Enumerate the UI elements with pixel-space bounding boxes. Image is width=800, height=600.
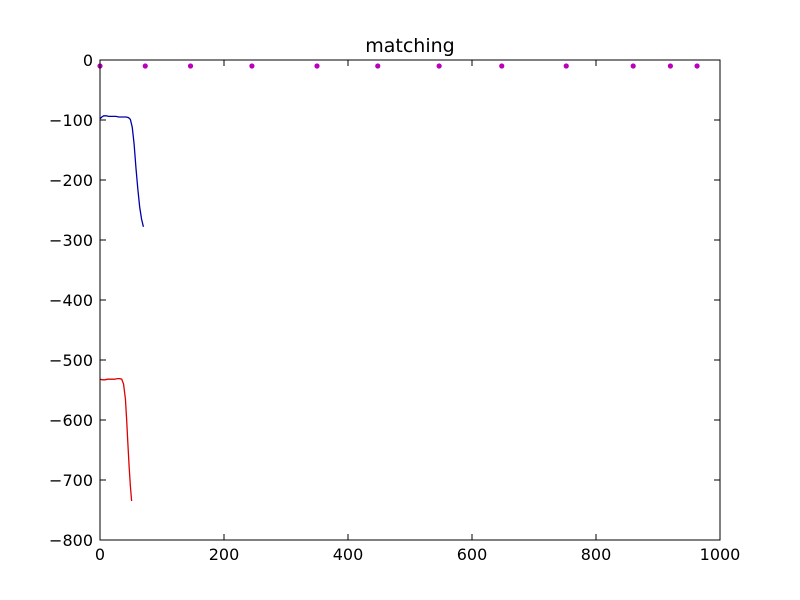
scatter-point-10 (630, 63, 636, 69)
scatter-point-4 (249, 63, 255, 69)
y-tick-label: 0 (83, 51, 93, 70)
y-tick-label: −600 (49, 411, 93, 430)
y-tick-label: −700 (49, 471, 93, 490)
y-tick-label: −200 (49, 171, 93, 190)
y-tick-label: −100 (49, 111, 93, 130)
y-tick-label: −800 (49, 531, 93, 550)
y-tick-label: −400 (49, 291, 93, 310)
series-line-1 (99, 115, 145, 227)
series-line-2 (99, 377, 133, 502)
scatter-point-8 (499, 63, 505, 69)
scatter-point-9 (563, 63, 569, 69)
chart-title: matching (365, 35, 454, 57)
x-tick-label: 600 (457, 545, 488, 564)
scatter-point-6 (375, 63, 381, 69)
axes: 0 200 400 600 800 1000 0 −100 −200 −300 −400 −500 −6… (49, 51, 740, 564)
scatter-point-5 (314, 63, 320, 69)
y-tick-label: −300 (49, 231, 93, 250)
x-tick-label: 0 (95, 545, 105, 564)
x-tick-label: 1000 (700, 545, 741, 564)
scatter-point-12 (694, 63, 700, 69)
scatter-point-7 (436, 63, 442, 69)
scatter-point-3 (187, 63, 194, 69)
scatter-point-2 (142, 63, 148, 69)
plot-frame (99, 59, 721, 541)
x-tick-label: 400 (333, 545, 364, 564)
x-tick-label: 200 (209, 545, 240, 564)
scatter-point-11 (667, 63, 674, 69)
plot-area (97, 63, 700, 502)
y-tick-label: −500 (49, 351, 93, 370)
x-tick-label: 800 (581, 545, 612, 564)
